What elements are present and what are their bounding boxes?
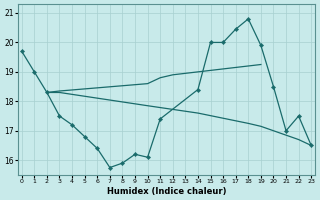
X-axis label: Humidex (Indice chaleur): Humidex (Indice chaleur) [107,187,226,196]
